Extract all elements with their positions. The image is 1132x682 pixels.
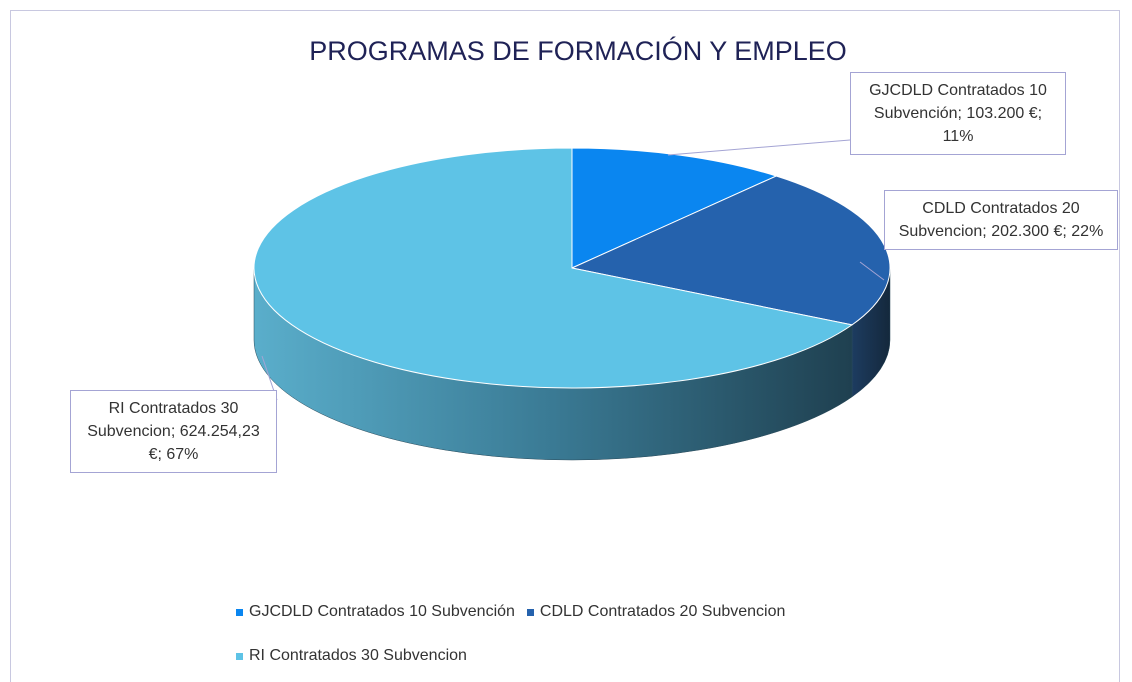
legend-label: GJCDLD Contratados 10 Subvención [249, 603, 515, 620]
chart-title: PROGRAMAS DE FORMACIÓN Y EMPLEO [309, 36, 847, 66]
legend-swatch [526, 608, 534, 616]
pie-slice [253, 147, 854, 389]
legend: GJCDLD Contratados 10 Subvención CDLD Con… [236, 600, 956, 668]
chart-frame [10, 10, 1120, 682]
legend-item: CDLD Contratados 20 Subvencion [526, 600, 786, 624]
data-label: GJCDLD Contratados 10 Subvención; 103.20… [850, 72, 1066, 155]
legend-label: CDLD Contratados 20 Subvencion [539, 603, 786, 620]
legend-item: RI Contratados 30 Subvencion [236, 644, 956, 668]
data-label: RI Contratados 30 Subvencion; 624.254,23… [70, 390, 277, 473]
pie-slice [571, 147, 778, 269]
data-label: CDLD Contratados 20 Subvencion; 202.300 … [884, 190, 1118, 250]
leader-line [859, 261, 885, 281]
leader-line [667, 139, 851, 156]
legend-item: GJCDLD Contratados 10 Subvención [236, 600, 515, 624]
legend-swatch [236, 652, 243, 660]
legend-label: RI Contratados 30 Subvencion [249, 647, 467, 664]
legend-swatch [236, 608, 243, 616]
